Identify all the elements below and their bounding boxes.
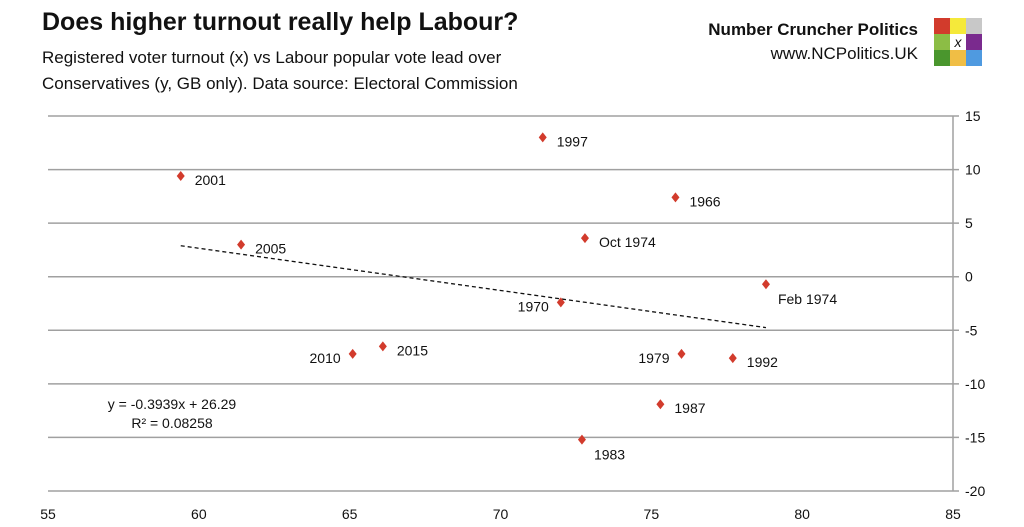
data-point	[348, 348, 357, 359]
brand-name: Number Cruncher Politics	[708, 20, 918, 39]
data-label: 1970	[518, 298, 549, 314]
data-label: 1979	[638, 350, 669, 366]
y-tick-label: -20	[965, 483, 985, 499]
logo-tile	[950, 18, 966, 34]
data-label: 2010	[310, 350, 341, 366]
logo-tile	[950, 50, 966, 66]
data-point	[556, 297, 565, 308]
brand-url: www.NCPolitics.UK	[770, 44, 918, 63]
data-label: 1966	[689, 193, 720, 209]
data-point	[761, 279, 770, 290]
y-tick-label: -5	[965, 322, 978, 338]
data-label: Oct 1974	[599, 234, 656, 250]
x-tick-label: 85	[945, 506, 961, 522]
x-tick-label: 55	[40, 506, 56, 522]
logo-tile	[966, 18, 982, 34]
trendline	[180, 245, 767, 329]
data-point	[538, 132, 547, 143]
data-point	[577, 434, 586, 445]
data-label: 2001	[195, 172, 226, 188]
y-tick-label: 10	[965, 162, 981, 178]
data-point	[237, 239, 246, 250]
x-tick-label: 70	[493, 506, 509, 522]
brand: Number Cruncher Politics www.NCPolitics.…	[708, 20, 918, 64]
logo-tile	[934, 50, 950, 66]
y-tick-label: 15	[965, 108, 981, 124]
logo-tile: x	[950, 34, 966, 50]
data-point	[728, 353, 737, 364]
brand-logo: x	[934, 18, 982, 66]
data-point	[580, 233, 589, 244]
data-point	[677, 348, 686, 359]
y-tick-label: 5	[965, 215, 973, 231]
data-label: 2005	[255, 241, 286, 257]
chart-subtitle: Registered voter turnout (x) vs Labour p…	[42, 48, 518, 93]
data-point	[656, 399, 665, 410]
y-tick-label: -10	[965, 376, 985, 392]
x-tick-label: 65	[342, 506, 358, 522]
data-label: 1992	[747, 354, 778, 370]
x-tick-label: 80	[794, 506, 810, 522]
data-point	[378, 341, 387, 352]
data-label: 2015	[397, 342, 428, 358]
x-tick-label: 60	[191, 506, 207, 522]
y-tick-label: -15	[965, 429, 985, 445]
logo-tile	[934, 34, 950, 50]
data-label: Feb 1974	[778, 291, 837, 307]
r-squared: R² = 0.08258	[131, 415, 213, 431]
trendline-equation: y = -0.3939x + 26.29	[108, 396, 237, 412]
y-tick-label: 0	[965, 269, 973, 285]
logo-tile	[934, 18, 950, 34]
x-tick-label: 75	[644, 506, 660, 522]
chart-title: Does higher turnout really help Labour?	[42, 8, 519, 36]
data-label: 1997	[557, 133, 588, 149]
logo-tile	[966, 50, 982, 66]
logo-tile	[966, 34, 982, 50]
data-point	[176, 171, 185, 181]
data-label: 1987	[674, 400, 705, 416]
data-label: 1983	[594, 447, 625, 463]
data-point	[671, 192, 680, 203]
